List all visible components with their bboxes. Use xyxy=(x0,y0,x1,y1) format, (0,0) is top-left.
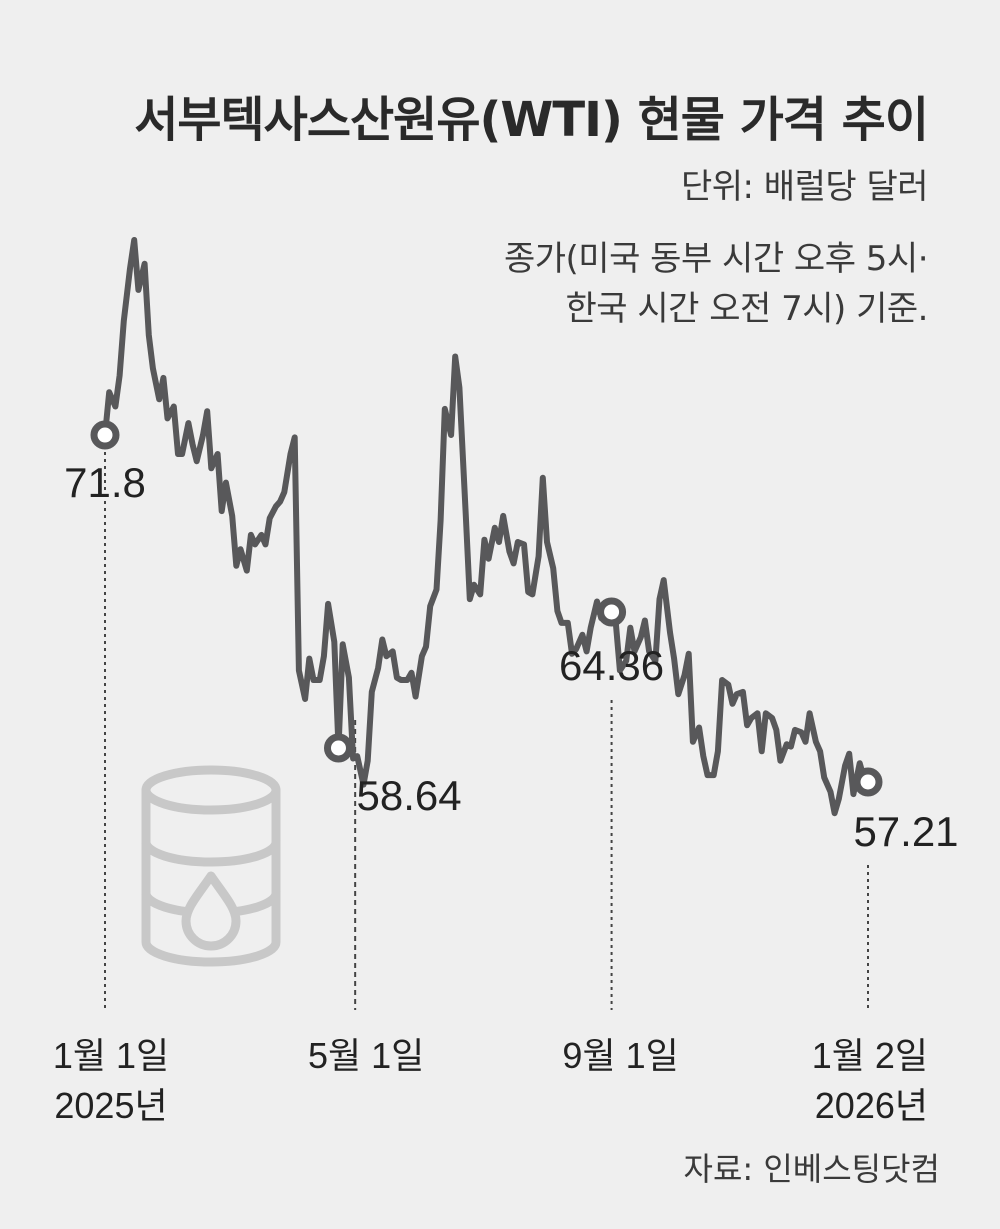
point-marker xyxy=(853,767,883,797)
value-labels: 71.8 58.64 64.36 57.21 xyxy=(64,459,958,855)
point-marker xyxy=(90,420,120,450)
labeled-points xyxy=(90,420,883,797)
oil-barrel-icon xyxy=(141,765,281,967)
note-line-1: 종가(미국 동부 시간 오후 5시· xyxy=(504,239,928,279)
x-tick-label: 5월 1일 xyxy=(308,1035,424,1076)
price-line-series xyxy=(102,237,871,817)
x-axis-ticks: 1월 1일 2025년 5월 1일 9월 1일 1월 2일 2026년 xyxy=(53,1035,928,1126)
chart-title: 서부텍사스산원유(WTI) 현물 가격 추이 xyxy=(134,92,928,148)
note-line-2: 한국 시간 오전 7시) 기준. xyxy=(566,289,928,329)
x-tick-label: 9월 1일 xyxy=(562,1035,678,1076)
value-label: 58.64 xyxy=(356,772,461,819)
x-tick-label: 1월 1일 xyxy=(53,1035,169,1076)
value-label: 71.8 xyxy=(64,459,146,506)
x-tick-label: 2026년 xyxy=(815,1085,928,1126)
x-tick-label: 2025년 xyxy=(54,1085,167,1126)
value-label: 57.21 xyxy=(853,808,958,855)
price-line xyxy=(102,237,871,817)
unit-label: 단위: 배럴당 달러 xyxy=(681,167,928,207)
x-tick-label: 1월 2일 xyxy=(812,1035,928,1076)
value-label: 64.36 xyxy=(559,642,664,689)
point-marker xyxy=(597,597,627,627)
date-guide-lines xyxy=(104,452,869,1010)
point-marker xyxy=(323,733,353,763)
source-label: 자료: 인베스팅닷컴 xyxy=(684,1150,940,1188)
